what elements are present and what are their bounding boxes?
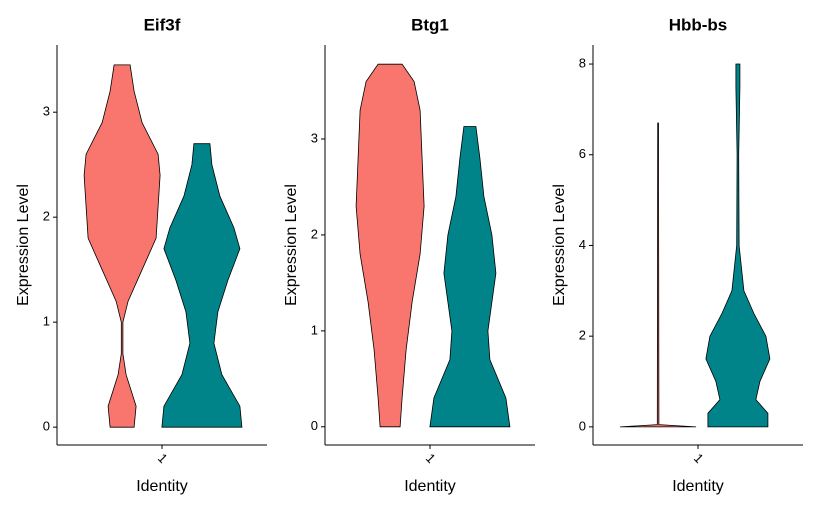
y-tick-label: 1 [311,322,318,337]
violin [620,122,697,428]
y-tick-label: 0 [43,419,50,434]
y-tick-label: 1 [43,314,50,329]
y-tick-label: 0 [579,418,586,433]
violin [355,63,425,428]
chart-title: Eif3f [144,15,181,34]
y-tick-label: 6 [579,146,586,161]
y-tick-label: 8 [579,55,586,70]
chart-title: Hbb-bs [669,15,728,34]
y-tick-label: 2 [311,226,318,241]
x-axis-label: Identity [136,478,188,495]
x-axis-label: Identity [672,478,724,495]
y-tick-label: 0 [311,418,318,433]
chart-title: Btg1 [411,15,449,34]
x-tick-label: 1 [423,450,439,466]
y-axis-label: Expression Level [551,184,568,306]
y-tick-label: 2 [579,328,586,343]
y-axis-label: Expression Level [15,184,32,306]
x-tick-label: 1 [155,450,171,466]
violin [429,126,511,428]
y-tick-label: 3 [43,104,50,119]
x-tick-label: 1 [691,450,707,466]
y-axis-label: Expression Level [283,184,300,306]
y-tick-label: 3 [311,130,318,145]
x-axis-label: Identity [404,478,456,495]
violin [161,143,243,428]
y-tick-label: 2 [43,209,50,224]
y-tick-label: 4 [579,237,586,252]
violin [705,63,771,428]
violin [83,64,161,428]
